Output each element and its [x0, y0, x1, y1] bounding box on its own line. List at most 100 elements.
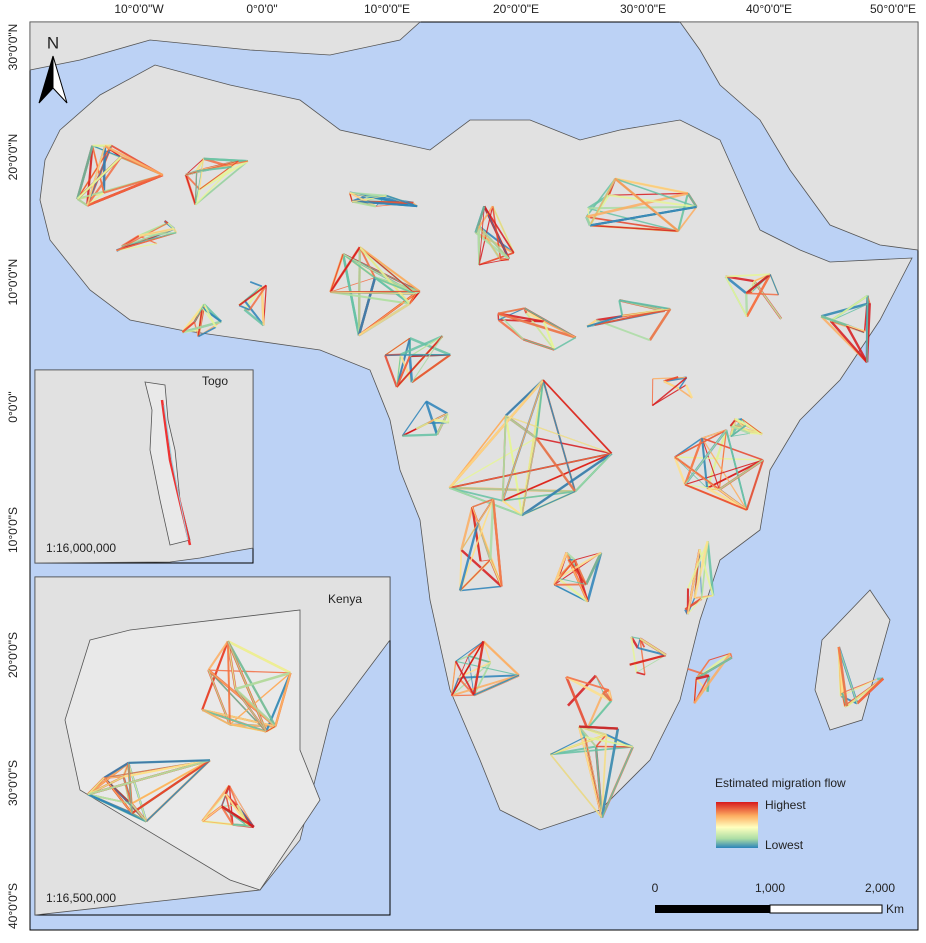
flow-line	[856, 677, 884, 705]
flow-line	[578, 726, 603, 818]
flow-line	[725, 273, 771, 278]
longitude-label: 20°0'0"E	[493, 2, 539, 16]
flow-line	[471, 506, 482, 562]
flow-line	[87, 793, 133, 815]
flow-line	[605, 733, 634, 748]
togo-inset: Togo 1:16,000,000	[34, 369, 254, 564]
flow-line	[121, 232, 177, 248]
flow-line	[820, 315, 848, 327]
flow-line	[424, 401, 439, 436]
flow-line	[459, 585, 502, 592]
flow-line	[674, 456, 764, 461]
flow-line	[226, 641, 231, 725]
flow-line	[701, 594, 714, 600]
flow-line	[718, 459, 764, 491]
inset-title: Kenya	[328, 592, 362, 606]
flow-line	[238, 284, 267, 307]
flow-line	[734, 417, 763, 436]
flow-line	[384, 354, 398, 388]
flow-line	[474, 205, 494, 234]
latitude-label: 20°0'0"N	[6, 134, 20, 181]
flow-line	[249, 281, 263, 288]
flow-line	[589, 178, 616, 226]
flow-line	[220, 805, 255, 828]
scale-label: 0	[652, 881, 659, 895]
flow-line	[194, 171, 198, 205]
flow-line	[329, 253, 344, 293]
flow-line	[227, 641, 237, 690]
flow-line	[483, 641, 520, 676]
flow-line	[706, 541, 715, 596]
flow-line	[749, 432, 763, 435]
flow-line	[594, 308, 671, 326]
flow-line	[358, 302, 411, 337]
flow-line	[181, 321, 196, 334]
flow-line	[578, 725, 618, 730]
flow-line	[460, 498, 494, 551]
flow-line	[76, 156, 122, 200]
flow-line	[568, 559, 589, 602]
inset-title: Togo	[202, 374, 228, 388]
flow-line	[618, 300, 623, 316]
flow-line	[199, 160, 239, 190]
flow-line	[730, 432, 751, 437]
flow-line	[489, 499, 495, 560]
flow-line	[449, 486, 576, 493]
flow-line	[677, 193, 689, 232]
flow-line	[459, 498, 494, 591]
flow-line	[185, 174, 197, 205]
flow-line	[474, 205, 486, 234]
flow-line	[586, 552, 603, 603]
flow-line	[648, 308, 672, 341]
flow-line	[636, 671, 646, 676]
flow-line	[630, 636, 638, 673]
flow-line	[76, 145, 112, 200]
flow-line	[138, 227, 175, 238]
inset-scale: 1:16,500,000	[46, 891, 116, 905]
flow-line	[639, 637, 667, 657]
flow-line	[489, 559, 503, 587]
flow-line	[706, 487, 748, 511]
flow-line	[131, 759, 211, 814]
longitude-label: 50°0'0"E	[870, 2, 916, 16]
flow-line	[195, 158, 205, 172]
flow-line	[746, 292, 779, 296]
flow-line	[207, 669, 231, 725]
flow-line	[401, 401, 427, 437]
flow-line	[706, 459, 764, 490]
flow-line	[601, 746, 634, 819]
flow-line	[586, 315, 623, 328]
flow-line	[459, 549, 463, 591]
flow-line	[587, 205, 697, 210]
longitude-label: 10°0'0"W	[114, 2, 164, 16]
flow-line	[130, 803, 147, 822]
flow-line	[718, 429, 727, 490]
flow-line	[235, 671, 291, 691]
flow-line	[232, 823, 248, 827]
flow-line	[574, 453, 613, 492]
flow-line	[701, 437, 748, 511]
flow-line	[693, 678, 697, 704]
flow-line	[357, 277, 377, 336]
flow-line	[535, 437, 577, 493]
flow-line	[450, 641, 485, 696]
flow-line	[753, 280, 782, 320]
flow-line	[128, 759, 210, 765]
legend: Estimated migration flow Highest Lowest	[715, 776, 846, 852]
flow-line	[116, 222, 169, 252]
flow-line	[208, 669, 291, 674]
flow-line	[542, 379, 576, 492]
flow-line	[566, 551, 576, 561]
flow-line	[201, 709, 267, 733]
flow-line	[866, 295, 869, 363]
flow-line	[502, 500, 523, 516]
legend-title: Estimated migration flow	[715, 776, 846, 790]
flow-line	[639, 638, 646, 675]
flow-line	[357, 200, 418, 208]
flow-line	[614, 177, 680, 233]
flow-line	[769, 274, 780, 295]
kenya-inset: Kenya 1:16,500,000	[34, 576, 391, 916]
flow-line	[553, 584, 589, 603]
flow-line	[477, 226, 481, 265]
flow-line	[725, 429, 748, 511]
